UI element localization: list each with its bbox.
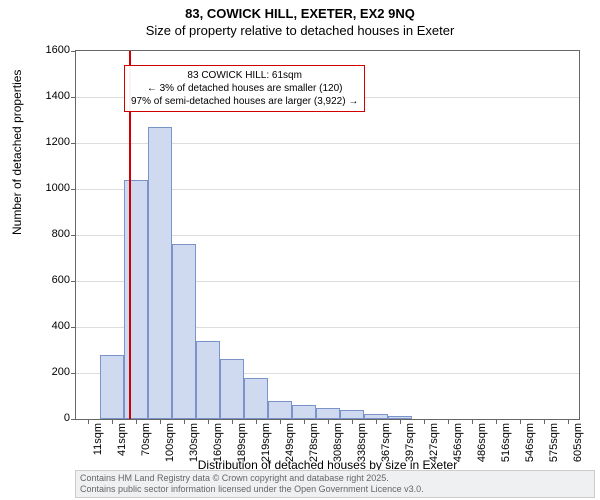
histogram-bar: [244, 378, 268, 419]
y-tick-label: 200: [30, 366, 70, 378]
y-tick-label: 400: [30, 320, 70, 332]
y-tick-label: 1000: [30, 182, 70, 194]
histogram-bar: [292, 405, 316, 419]
chart-container: 83, COWICK HILL, EXETER, EX2 9NQ Size of…: [0, 0, 600, 500]
y-tick-label: 1600: [30, 44, 70, 56]
y-axis-label: Number of detached properties: [10, 70, 24, 235]
annotation-line3: 97% of semi-detached houses are larger (…: [131, 95, 358, 108]
y-tick-label: 1400: [30, 90, 70, 102]
histogram-bar: [316, 408, 340, 420]
copyright-footer: Contains HM Land Registry data © Crown c…: [75, 470, 595, 499]
histogram-bar: [220, 359, 244, 419]
y-tick-label: 0: [30, 412, 70, 424]
chart-subtitle: Size of property relative to detached ho…: [0, 23, 600, 40]
histogram-bar: [340, 410, 364, 419]
y-tick-label: 800: [30, 228, 70, 240]
chart-title: 83, COWICK HILL, EXETER, EX2 9NQ: [0, 0, 600, 23]
footer-line2: Contains public sector information licen…: [80, 484, 590, 495]
histogram-bar: [196, 341, 220, 419]
annotation-box: 83 COWICK HILL: 61sqm← 3% of detached ho…: [124, 65, 365, 112]
footer-line1: Contains HM Land Registry data © Crown c…: [80, 473, 590, 484]
y-tick-label: 600: [30, 274, 70, 286]
y-tick-label: 1200: [30, 136, 70, 148]
histogram-bar: [268, 401, 292, 419]
histogram-bar: [148, 127, 172, 419]
annotation-line2: ← 3% of detached houses are smaller (120…: [131, 82, 358, 95]
histogram-bar: [100, 355, 124, 419]
annotation-line1: 83 COWICK HILL: 61sqm: [131, 69, 358, 82]
histogram-bar: [172, 244, 196, 419]
plot-area: 11sqm41sqm70sqm100sqm130sqm160sqm189sqm2…: [75, 50, 580, 420]
